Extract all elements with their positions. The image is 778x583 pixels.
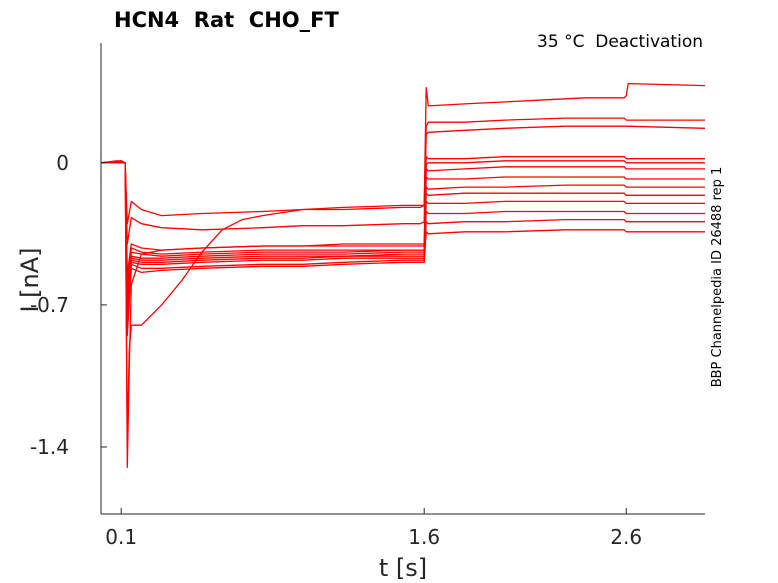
y-tick-label: -0.7: [30, 293, 69, 317]
source-id-label: BBP Channelpedia ID 26488 rep 1: [710, 167, 725, 388]
chart-title: HCN4 Rat CHO_FT: [114, 8, 339, 32]
condition-label: 35 °C Deactivation: [537, 32, 703, 52]
current-trace-9: [101, 162, 705, 306]
y-tick-label: 0: [56, 151, 69, 175]
current-trace-4: [101, 156, 705, 468]
x-tick-label: 1.6: [408, 525, 440, 549]
current-trace-5: [100, 160, 705, 276]
current-trace-6: [101, 162, 705, 286]
y-axis-label: I [nA]: [16, 247, 44, 312]
x-tick-label: 2.6: [610, 525, 642, 549]
current-trace-1: [100, 82, 706, 225]
current-trace-11: [101, 162, 705, 322]
current-trace-8: [101, 162, 705, 306]
x-axis-label: t [s]: [379, 554, 427, 582]
current-trace-2: [100, 117, 705, 245]
traces-group: [100, 82, 706, 468]
current-trace-13: [101, 162, 705, 336]
y-ticks-group: 0 -0.7 -1.4: [30, 151, 107, 459]
current-trace-3: [101, 125, 706, 438]
y-tick-label: -1.4: [30, 435, 69, 459]
x-ticks-group: 0.1 1.6 2.6: [105, 508, 642, 549]
x-tick-label: 0.1: [105, 525, 137, 549]
